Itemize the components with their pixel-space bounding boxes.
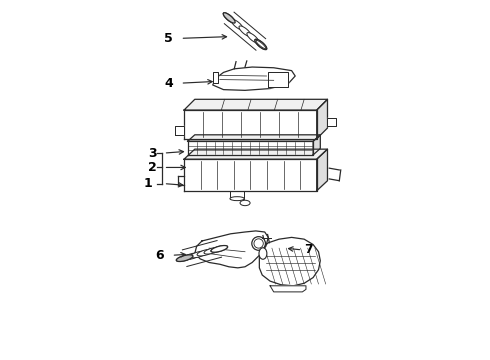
Ellipse shape xyxy=(240,200,250,206)
Ellipse shape xyxy=(211,246,228,252)
Ellipse shape xyxy=(190,251,207,258)
Ellipse shape xyxy=(255,39,267,50)
Text: 1: 1 xyxy=(144,177,152,190)
Ellipse shape xyxy=(204,247,221,254)
Text: 6: 6 xyxy=(155,249,164,262)
Ellipse shape xyxy=(254,239,263,248)
Polygon shape xyxy=(317,99,327,139)
Ellipse shape xyxy=(239,26,251,36)
Ellipse shape xyxy=(247,32,259,43)
Text: 2: 2 xyxy=(148,161,157,174)
Ellipse shape xyxy=(259,248,267,259)
Text: 7: 7 xyxy=(304,243,313,256)
Polygon shape xyxy=(184,99,327,110)
Ellipse shape xyxy=(197,249,214,256)
Text: 5: 5 xyxy=(164,32,173,45)
Polygon shape xyxy=(188,141,313,155)
Ellipse shape xyxy=(183,253,200,260)
Ellipse shape xyxy=(223,13,235,23)
Ellipse shape xyxy=(211,246,228,252)
Ellipse shape xyxy=(231,19,243,30)
Polygon shape xyxy=(259,237,320,286)
Polygon shape xyxy=(175,126,184,135)
Polygon shape xyxy=(327,118,337,126)
Ellipse shape xyxy=(176,255,193,261)
Polygon shape xyxy=(195,231,269,268)
Ellipse shape xyxy=(255,39,267,50)
Polygon shape xyxy=(213,67,295,90)
Ellipse shape xyxy=(176,255,193,261)
Polygon shape xyxy=(269,72,288,87)
Polygon shape xyxy=(213,72,218,83)
Polygon shape xyxy=(230,191,245,199)
Ellipse shape xyxy=(223,13,235,23)
Ellipse shape xyxy=(252,237,266,250)
Polygon shape xyxy=(188,135,320,141)
Polygon shape xyxy=(317,149,327,191)
Polygon shape xyxy=(270,286,306,292)
Polygon shape xyxy=(184,149,327,159)
Text: 3: 3 xyxy=(148,147,157,159)
Polygon shape xyxy=(184,110,317,139)
Ellipse shape xyxy=(256,40,266,49)
Polygon shape xyxy=(313,135,320,155)
Ellipse shape xyxy=(230,197,245,201)
Text: 4: 4 xyxy=(164,77,173,90)
Polygon shape xyxy=(184,159,317,191)
